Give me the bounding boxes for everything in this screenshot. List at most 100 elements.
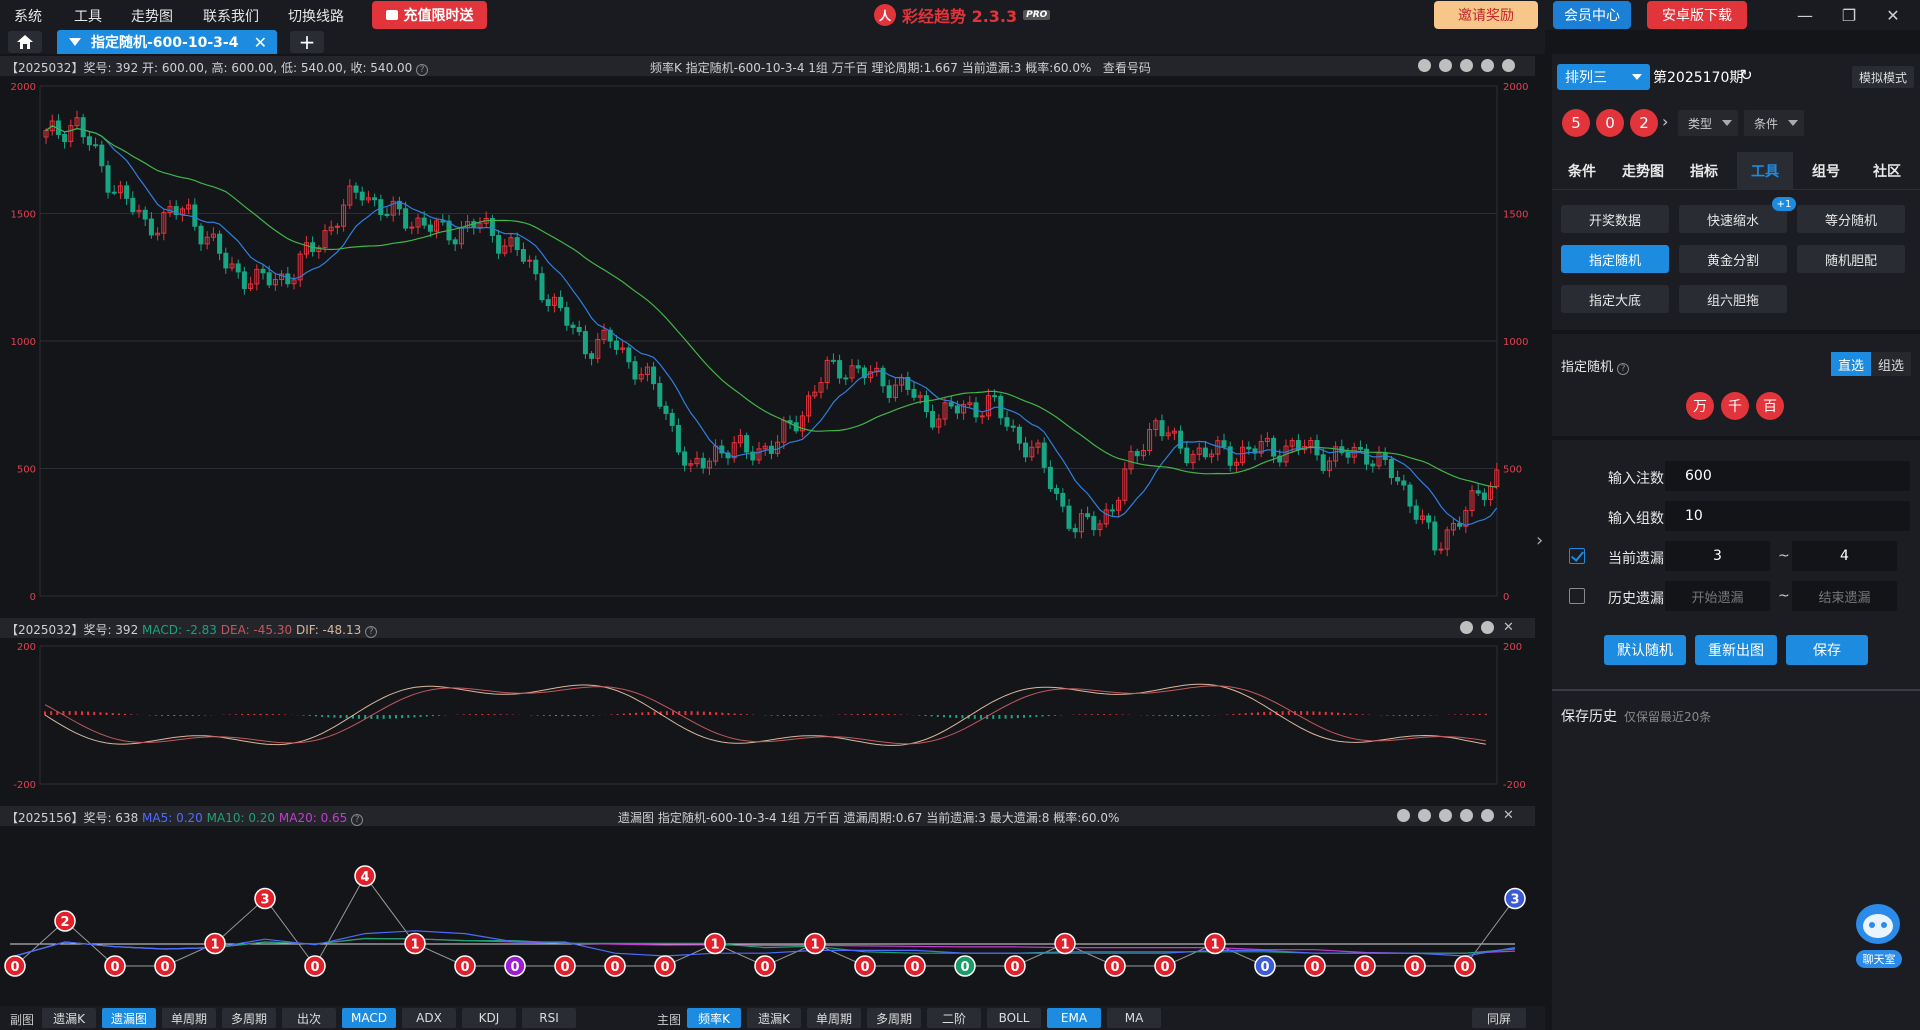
settings-icon[interactable] [1502,59,1515,72]
main-chart-button[interactable]: 遗漏K [747,1008,801,1028]
move-up-icon[interactable] [1460,59,1473,72]
kline-chart[interactable]: 2000 2000 1500 1500 1000 1000 500 500 0 0 [0,76,1535,616]
tab-conditions[interactable]: 条件 [1568,164,1596,180]
group-select-toggle[interactable]: 组选 [1871,352,1911,376]
tool-draw-data[interactable]: 开奖数据 [1561,205,1669,233]
recharge-promo-button[interactable]: 充值限时送 [372,1,487,29]
settings-icon[interactable] [1481,621,1494,634]
position-qian-toggle[interactable]: 千 [1721,392,1749,420]
sub-chart-button[interactable]: RSI [522,1008,576,1028]
macd-chart[interactable]: 200 200 -200 -200 [0,638,1535,806]
sub-chart-button[interactable]: MACD [342,1008,396,1028]
help-icon[interactable]: ? [365,626,378,638]
add-tab-button[interactable]: + [290,30,324,54]
tab-indicators[interactable]: 指标 [1690,164,1718,180]
kline-chart-area[interactable]: 2000 2000 1500 1500 1000 1000 500 500 0 0 [0,76,1535,616]
bet-count-input[interactable]: 600 [1665,461,1910,491]
tab-specified-random[interactable]: 指定随机-600-10-3-4 ✕ [57,30,277,54]
edit-icon[interactable] [1418,59,1431,72]
chevron-right-icon[interactable]: › [1662,112,1669,131]
member-center-button[interactable]: 会员中心 [1553,1,1631,29]
sub-chart-button[interactable]: 遗漏图 [102,1008,156,1028]
view-numbers-link[interactable]: 查看号码 [1102,61,1151,75]
invite-reward-button[interactable]: 邀请奖励 [1434,1,1538,29]
position-bai-toggle[interactable]: 百 [1756,392,1784,420]
menu-trend[interactable]: 走势图 [131,9,173,25]
tool-group6-drag[interactable]: 组六胆拖 [1679,285,1787,313]
back-icon[interactable] [1418,809,1431,822]
default-random-button[interactable]: 默认随机 [1604,635,1686,665]
tab-tools[interactable]: 工具 [1737,152,1793,190]
menu-system[interactable]: 系统 [14,9,42,25]
group-count-input[interactable]: 10 [1665,501,1910,531]
settings-icon[interactable] [1481,809,1494,822]
simulate-mode-button[interactable]: 模拟模式 [1852,66,1914,88]
main-chart-button[interactable]: 二阶 [927,1008,981,1028]
main-chart-button[interactable]: 多周期 [867,1008,921,1028]
tab-group-numbers[interactable]: 组号 [1812,164,1840,180]
help-icon[interactable]: ? [1617,363,1630,375]
sub-chart-button[interactable]: ADX [402,1008,456,1028]
main-chart-button[interactable]: 单周期 [807,1008,861,1028]
minimize-icon[interactable]: — [1797,5,1813,25]
tool-random-bank[interactable]: 随机胆配 [1797,245,1905,273]
home-button[interactable] [8,31,42,53]
menu-tools[interactable]: 工具 [74,9,102,25]
omit-chart-area[interactable]: 0 2 0 0 1 3 0 4 1 0 0 0 0 0 1 0 1 0 0 0 0 1 0 0 1 0 0 0 0 0 3 [0,826,1535,1006]
position-wan-toggle[interactable]: 万 [1686,392,1714,420]
android-download-button[interactable]: 安卓版下载 [1647,1,1747,29]
move-up-icon[interactable] [1439,809,1452,822]
condition-dropdown[interactable]: 条件 [1744,110,1804,136]
tool-golden-split[interactable]: 黄金分割 [1679,245,1787,273]
menu-contact[interactable]: 联系我们 [203,9,259,25]
type-dropdown[interactable]: 类型 [1678,110,1738,136]
macd-chart-area[interactable]: 200 200 -200 -200 [0,638,1535,806]
current-omit-to-input[interactable]: 4 [1792,541,1897,571]
current-omit-checkbox[interactable] [1569,548,1585,564]
pin-icon[interactable] [1397,809,1410,822]
game-select[interactable]: 排列三 [1557,64,1650,90]
tool-specified-base[interactable]: 指定大底 [1561,285,1669,313]
refresh-icon[interactable]: ↻ [1740,66,1753,84]
direct-select-toggle[interactable]: 直选 [1831,352,1871,376]
close-icon[interactable]: ✕ [1503,620,1514,635]
tab-community[interactable]: 社区 [1873,164,1901,180]
candle-body [849,365,855,379]
back-icon[interactable] [1439,59,1452,72]
sub-chart-button[interactable]: 出次 [282,1008,336,1028]
redraw-button[interactable]: 重新出图 [1695,635,1777,665]
move-down-icon[interactable] [1460,809,1473,822]
history-omit-checkbox[interactable] [1569,588,1585,604]
tool-quick-shrink[interactable]: 快速缩水 [1679,205,1787,233]
pin-icon[interactable] [1460,621,1473,634]
tool-equal-random[interactable]: 等分随机 [1797,205,1905,233]
sub-chart-button[interactable]: 多周期 [222,1008,276,1028]
tab-trend[interactable]: 走势图 [1622,164,1664,180]
tab-close-icon[interactable]: ✕ [253,32,267,52]
close-icon[interactable]: ✕ [1886,5,1900,25]
sub-chart-button[interactable]: 遗漏K [42,1008,96,1028]
history-omit-end-input[interactable]: 结束遗漏 [1792,581,1897,611]
move-down-icon[interactable] [1481,59,1494,72]
main-chart-button[interactable]: 频率K [687,1008,741,1028]
history-omit-start-input[interactable]: 开始遗漏 [1665,581,1770,611]
tool-specified-random[interactable]: 指定随机 [1561,245,1669,273]
omit-chart[interactable]: 0 2 0 0 1 3 0 4 1 0 0 0 0 0 1 0 1 0 0 0 0 1 0 0 1 0 0 0 0 0 3 [0,826,1535,1006]
sync-screen-button[interactable]: 同屏 [1472,1008,1526,1028]
sub-chart-button[interactable]: 单周期 [162,1008,216,1028]
chat-room-button[interactable]: 聊天室 [1852,900,1908,972]
menu-switch-line[interactable]: 切换线路 [288,9,344,25]
help-icon[interactable]: ? [351,814,364,826]
sub-chart-button[interactable]: KDJ [462,1008,516,1028]
main-chart-button[interactable]: EMA [1047,1008,1101,1028]
candle-body [1388,458,1394,479]
help-icon[interactable]: ? [416,64,429,76]
main-chart-button[interactable]: BOLL [987,1008,1041,1028]
collapse-panel-icon[interactable]: › [1536,530,1544,551]
save-button[interactable]: 保存 [1786,635,1868,665]
candle-body [1444,529,1450,550]
close-icon[interactable]: ✕ [1503,808,1514,823]
current-omit-from-input[interactable]: 3 [1665,541,1770,571]
restore-icon[interactable]: ❐ [1841,5,1857,25]
main-chart-button[interactable]: MA [1107,1008,1161,1028]
